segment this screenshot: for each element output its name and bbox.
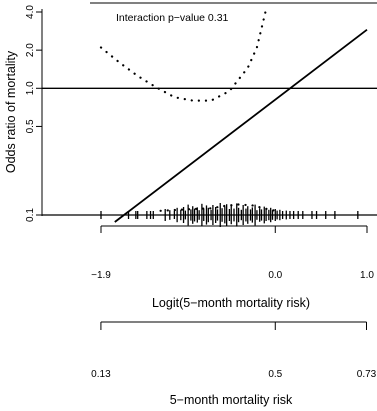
risk-axis-title: 5−month mortality risk (170, 393, 293, 407)
risk-axis: 0.13 0.5 0.73 (91, 321, 377, 380)
rug-group (100, 203, 359, 227)
y-tick-label: 1.0 (25, 81, 36, 95)
y-axis: 0.1 0.5 1.0 2.0 4.0 (25, 5, 43, 222)
logit-axis: −1.9 0.0 1.0 (91, 225, 374, 281)
y-axis-title: Odds ratio of mortality (4, 50, 18, 173)
confidence-band-2 (159, 203, 277, 212)
logit-tick-label: −1.9 (91, 270, 111, 281)
y-tick-label: 0.1 (25, 208, 36, 222)
y-tick-label: 2.0 (25, 43, 36, 57)
confidence-band-1 (99, 8, 268, 102)
y-tick-label: 4.0 (25, 5, 36, 19)
risk-tick-label: 0.73 (357, 369, 377, 380)
risk-tick-label: 0.5 (268, 369, 282, 380)
reference-line-group (42, 87, 377, 216)
interaction-annotation: Interaction p−value 0.31 (116, 12, 229, 24)
logit-tick-label: 0.0 (268, 270, 282, 281)
logit-tick-label: 1.0 (360, 270, 374, 281)
logit-axis-title: Logit(5−month mortality risk) (152, 296, 310, 310)
risk-tick-label: 0.13 (91, 369, 111, 380)
odds-ratio-line (114, 28, 368, 223)
y-tick-label: 0.5 (25, 119, 36, 133)
series-group (99, 8, 368, 223)
